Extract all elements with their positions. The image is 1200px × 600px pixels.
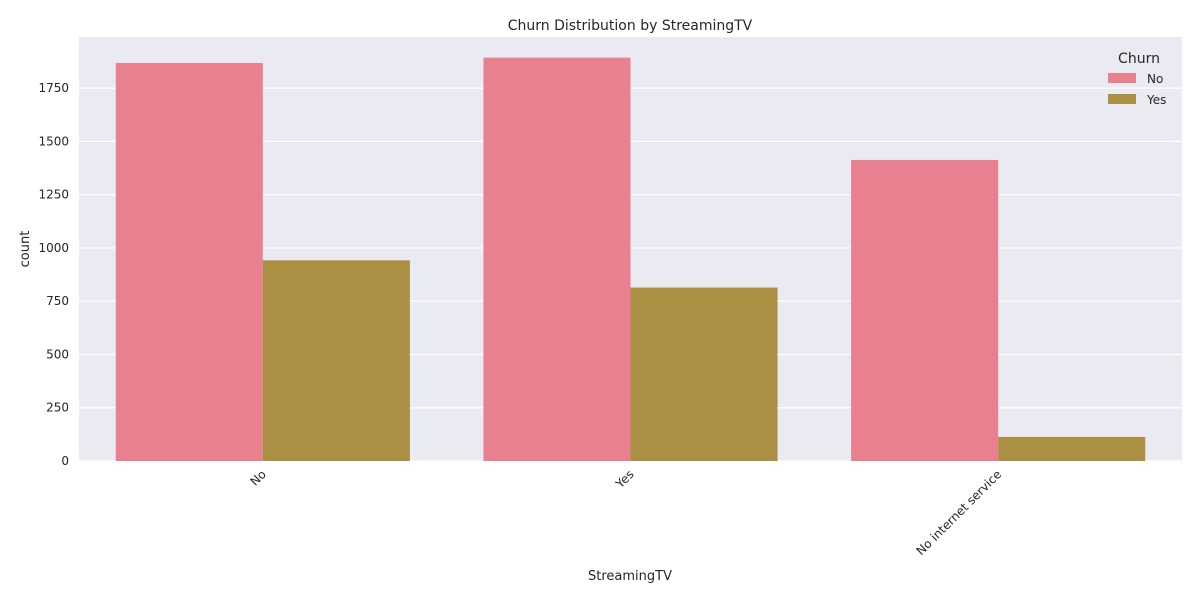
x-tick-label: No internet service <box>914 467 1005 558</box>
bar-no <box>851 159 999 461</box>
legend: Churn No Yes <box>1108 51 1166 107</box>
bar-yes <box>998 436 1146 461</box>
legend-swatch <box>1108 94 1136 104</box>
y-tick-label: 750 <box>46 294 69 308</box>
y-tick-labels: 0 250 500 750 1000 1250 1500 1750 <box>38 81 69 468</box>
y-tick-label: 0 <box>61 454 69 468</box>
x-tick-label: No <box>248 467 269 488</box>
x-axis-label: StreamingTV <box>588 569 672 584</box>
legend-title: Churn <box>1118 51 1160 67</box>
y-tick-label: 500 <box>46 347 69 361</box>
y-axis-label: count <box>18 231 33 268</box>
legend-label: No <box>1147 72 1163 86</box>
bars <box>115 57 1146 462</box>
legend-swatch <box>1108 73 1136 83</box>
bar-no <box>115 62 263 462</box>
bar-yes <box>630 287 778 461</box>
y-tick-label: 250 <box>46 401 69 415</box>
chart-title: Churn Distribution by StreamingTV <box>508 18 753 34</box>
y-tick-label: 1250 <box>38 188 69 202</box>
x-tick-label: Yes <box>612 467 636 491</box>
bar-yes <box>262 260 410 461</box>
x-tick-labels: No Yes No internet service <box>248 467 1005 558</box>
y-tick-label: 1500 <box>38 134 69 148</box>
y-tick-label: 1750 <box>38 81 69 95</box>
bar-no <box>483 57 631 462</box>
y-tick-label: 1000 <box>38 241 69 255</box>
legend-label: Yes <box>1146 93 1166 107</box>
